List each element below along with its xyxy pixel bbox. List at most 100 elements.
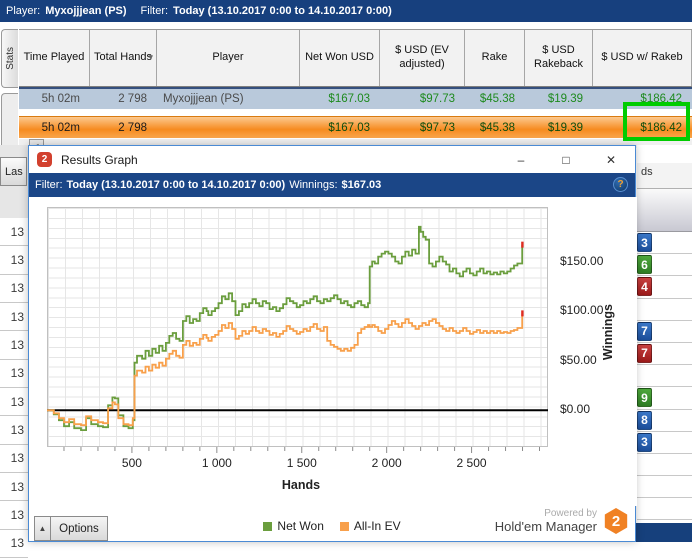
minimize-icon[interactable]: –: [517, 152, 525, 167]
powered-by: Powered by Hold'em Manager 2: [495, 508, 629, 534]
player-label: Player:: [6, 5, 41, 17]
player-value: Myxojjjean (PS): [45, 5, 127, 17]
cell-0: 5h 02m: [41, 93, 80, 105]
x-tick-label: 2 500: [456, 456, 487, 470]
close-icon[interactable]: ✕: [605, 152, 617, 167]
background-row-fragment: 13: [0, 246, 28, 275]
cell-5: $45.38: [479, 121, 515, 134]
options-expand-icon[interactable]: ▲: [34, 516, 51, 541]
background-row-fragment: [637, 453, 692, 477]
dialog-title-bar[interactable]: 2 Results Graph – □ ✕: [29, 146, 635, 173]
filter-value: Today (13.10.2017 0:00 to 14.10.2017 0:0…: [173, 5, 392, 17]
last-button[interactable]: Las: [0, 157, 27, 186]
x-tick-label: 500: [121, 456, 142, 470]
background-row-fragment: 7: [637, 342, 692, 366]
stats-table: Time Played Total Hands ▾ Player Net Won USD…: [19, 29, 692, 138]
stat-badge: 6: [637, 255, 652, 275]
filter-label: Filter:: [140, 5, 169, 17]
background-row-fragment: 4: [637, 276, 692, 299]
net-won-swatch-icon: [263, 521, 273, 531]
stats-table-header: Time Played Total Hands ▾ Player Net Won USD…: [19, 29, 692, 87]
all-in-ev-swatch-icon: [339, 521, 349, 531]
stat-badge: 4: [637, 277, 652, 297]
y-tick-label: $100.00: [560, 303, 604, 318]
graph-filter-bar: Filter: Today (13.10.2017 0:00 to 14.10.…: [29, 173, 635, 197]
column-header-2[interactable]: Player: [157, 30, 300, 86]
help-icon[interactable]: ?: [613, 177, 628, 192]
background-row-fragment: 13: [0, 274, 28, 304]
column-header-3[interactable]: Net Won USD: [300, 30, 380, 86]
background-row-fragment: 3: [637, 431, 692, 454]
graph-filter-label: Filter:: [35, 179, 63, 191]
background-row-fragment: [637, 498, 692, 521]
stat-badge: 7: [637, 321, 652, 341]
column-header-4[interactable]: $ USD (EV adjusted): [380, 30, 465, 86]
background-left-rows: 13 13 13 13 13 13 13 13 13 13 13 13: [0, 218, 28, 558]
cell-0: 5h 02m: [41, 121, 80, 134]
results-graph-chart: Hands Winnings 500 1 000 1 500 2 000 2 500 $0…: [29, 197, 637, 506]
column-header-7[interactable]: $ USD w/ Rakeb: [593, 30, 692, 86]
background-window-edge: [636, 523, 692, 542]
x-tick-label: 1 000: [201, 456, 232, 470]
stats-tab-label: Stats: [4, 47, 16, 70]
hm2-logo-icon: 2: [37, 152, 52, 167]
hm2-hexagon-icon: 2: [604, 508, 628, 534]
legend-item-all-in-ev: All-In EV: [339, 519, 401, 533]
column-header-0[interactable]: Time Played: [19, 30, 90, 86]
cell-5: $45.38: [479, 93, 515, 105]
graph-filter-value: Today (13.10.2017 0:00 to 14.10.2017 0:0…: [66, 179, 286, 191]
results-graph-plot: [47, 225, 548, 453]
column-header-1[interactable]: Total Hands ▾: [90, 30, 157, 86]
legend-item-net-won: Net Won: [263, 519, 324, 533]
winnings-label: Winnings:: [289, 179, 338, 191]
background-column-header-band: [637, 189, 692, 232]
y-tick-label: $50.00: [560, 352, 597, 367]
stats-summary-row[interactable]: 5h 02m 2 798 Myxojjjean (PS) $167.03 $97.73 $…: [19, 87, 692, 109]
background-row-fragment: [637, 476, 692, 499]
column-header-5[interactable]: Rake: [465, 30, 525, 86]
background-row-fragment: 13: [0, 388, 28, 417]
background-row-fragment: 13: [0, 529, 28, 558]
background-row-fragment: [637, 298, 692, 321]
options-button[interactable]: Options: [51, 516, 108, 541]
background-row-fragment: 6: [637, 254, 692, 277]
background-row-fragment: 13: [0, 444, 28, 474]
x-axis-title: Hands: [281, 478, 321, 492]
background-row-fragment: 3: [637, 232, 692, 255]
stats-tab[interactable]: Stats: [1, 29, 18, 88]
stat-badge: 9: [637, 388, 652, 408]
stat-badge: 3: [637, 233, 652, 252]
cell-6: $19.39: [547, 121, 583, 134]
stats-selected-row[interactable]: 5h 02m 2 798 $167.03 $97.73 $45.38 $19.39 $186…: [19, 116, 692, 138]
cell-1: 2 798: [118, 121, 147, 134]
background-column-header-fragment: ds: [637, 163, 692, 189]
background-row-fragment: 8: [637, 409, 692, 432]
holdem-manager-label: Hold'em Manager: [494, 519, 597, 534]
powered-by-label: Powered by: [544, 508, 597, 519]
x-tick-label: 1 500: [286, 456, 317, 470]
background-row-fragment: 7: [637, 320, 692, 343]
stat-badge: 8: [637, 410, 652, 430]
background-row-fragment: 13: [0, 218, 28, 247]
background-row-fragment: 13: [0, 303, 28, 332]
background-row-fragment: 13: [0, 359, 28, 389]
background-row-fragment: 9: [637, 387, 692, 410]
player-filter-bar: Player: Myxojjjean (PS) Filter: Today (1…: [0, 0, 692, 22]
sort-down-icon[interactable]: ▾: [148, 52, 153, 62]
column-header-6[interactable]: $ USD Rakeback: [525, 30, 593, 86]
y-tick-label: $150.00: [560, 253, 604, 268]
cell-4: $97.73: [419, 93, 455, 105]
cell-3: $167.03: [328, 121, 370, 134]
background-row-fragment: 13: [0, 501, 28, 530]
cell-1: 2 798: [118, 93, 147, 105]
x-tick-label: 2 000: [371, 456, 402, 470]
y-axis-title: Winnings: [601, 303, 615, 361]
cell-6: $19.39: [547, 93, 583, 105]
winnings-value: $167.03: [341, 179, 382, 191]
dialog-title: Results Graph: [61, 152, 138, 167]
horizontal-scrollbar[interactable]: [19, 139, 692, 148]
cell-3: $167.03: [328, 93, 370, 105]
maximize-icon[interactable]: □: [562, 152, 570, 167]
cell-2: Myxojjjean (PS): [163, 93, 244, 105]
